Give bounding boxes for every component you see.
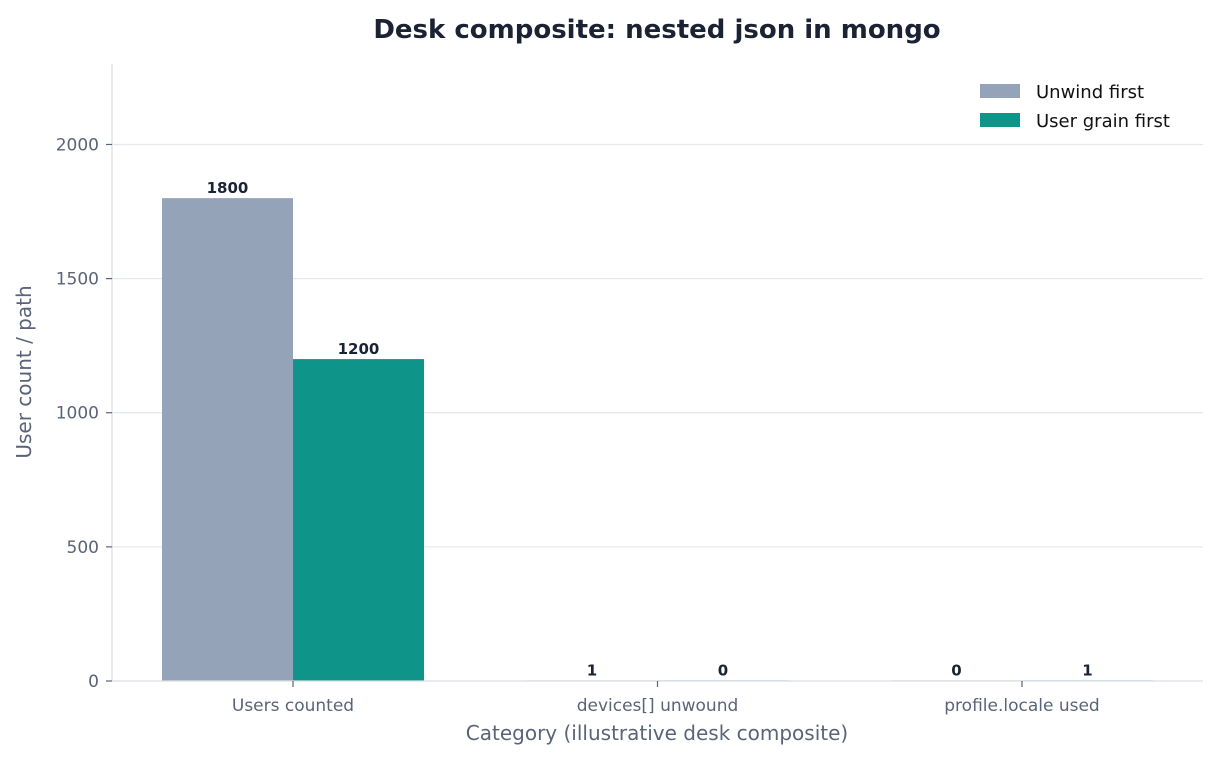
y-tick-label: 1500: [56, 270, 99, 290]
bar-value-label: 1200: [338, 340, 380, 358]
y-tick-label: 0: [88, 672, 99, 692]
x-tick-label: profile.locale used: [944, 696, 1099, 716]
bar-value-label: 0: [718, 661, 728, 679]
bar: [162, 198, 293, 681]
data-labels: 1800 1200 1 0 0 1: [207, 179, 1093, 679]
x-tick-label: devices[] unwound: [577, 696, 739, 716]
legend-swatch: [980, 84, 1020, 98]
bar-value-label: 0: [951, 661, 961, 679]
y-axis-label: User count / path: [12, 285, 36, 458]
bars-group: [162, 198, 1153, 681]
y-tick-label: 2000: [56, 135, 99, 155]
legend-swatch: [980, 113, 1020, 127]
bar-value-label: 1: [587, 661, 597, 679]
bar: [293, 359, 424, 681]
legend-label: User grain first: [1036, 111, 1170, 132]
legend: Unwind first User grain first: [980, 82, 1170, 132]
x-tick-label: Users counted: [232, 696, 354, 716]
y-tick-label: 500: [67, 538, 99, 558]
y-ticks: 0 500 1000 1500 2000: [56, 135, 112, 692]
chart-title: Desk composite: nested json in mongo: [373, 15, 940, 45]
bar-value-label: 1800: [207, 179, 249, 197]
legend-label: Unwind first: [1036, 82, 1144, 103]
bar-value-label: 1: [1082, 661, 1092, 679]
x-ticks: Users counted devices[] unwound profile.lo…: [232, 681, 1100, 716]
y-tick-label: 1000: [56, 404, 99, 424]
x-axis-label: Category (illustrative desk composite): [466, 721, 848, 745]
